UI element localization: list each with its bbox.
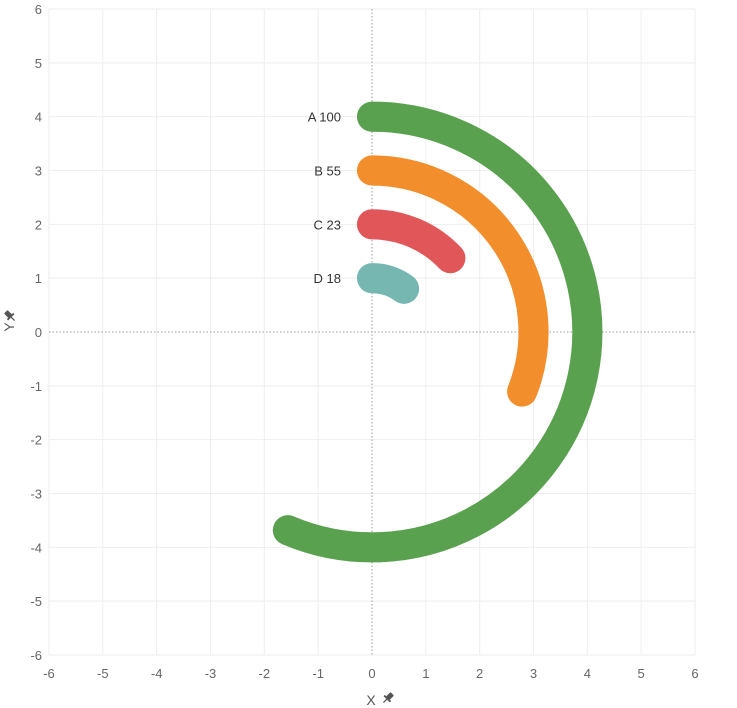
bar-labels: A 100 B 55 C 23 D 18 xyxy=(308,110,341,286)
y-tick-label: 6 xyxy=(35,2,42,17)
x-tick-label: 0 xyxy=(368,666,375,681)
x-tick-label: 2 xyxy=(476,666,483,681)
y-tick-label: -3 xyxy=(30,487,42,502)
arc-bar-d[interactable] xyxy=(356,263,420,304)
y-tick-label: -2 xyxy=(30,433,42,448)
x-tick-label: -4 xyxy=(151,666,163,681)
x-axis-pin-icon[interactable] xyxy=(380,691,395,706)
x-tick-label: -2 xyxy=(259,666,271,681)
arc-bars xyxy=(272,101,603,563)
bar-label-d: D 18 xyxy=(314,271,341,286)
y-tick-label: -6 xyxy=(30,648,42,663)
y-axis-ticks: 6 5 4 3 2 1 0 -1 -2 -3 -4 -5 -6 xyxy=(30,2,42,663)
y-tick-label: 0 xyxy=(35,325,42,340)
y-tick-label: -5 xyxy=(30,594,42,609)
x-tick-label: -5 xyxy=(97,666,109,681)
x-tick-label: -3 xyxy=(205,666,217,681)
zero-lines xyxy=(49,9,695,655)
x-tick-label: -1 xyxy=(312,666,324,681)
y-tick-label: -4 xyxy=(30,540,42,555)
y-tick-label: 3 xyxy=(35,164,42,179)
y-tick-label: -1 xyxy=(30,379,42,394)
bar-label-a: A 100 xyxy=(308,110,341,125)
x-tick-label: 1 xyxy=(422,666,429,681)
x-tick-label: -6 xyxy=(43,666,55,681)
x-tick-label: 5 xyxy=(638,666,645,681)
x-tick-label: 4 xyxy=(584,666,591,681)
y-axis-title-group[interactable]: Y xyxy=(1,309,18,332)
x-axis-title-group[interactable]: X xyxy=(366,691,395,708)
y-axis-pin-icon[interactable] xyxy=(3,309,18,324)
y-tick-label: 2 xyxy=(35,217,42,232)
bar-label-b: B 55 xyxy=(314,164,341,179)
y-axis-title[interactable]: Y xyxy=(1,322,17,332)
x-tick-label: 3 xyxy=(530,666,537,681)
x-axis-ticks: -6 -5 -4 -3 -2 -1 0 1 2 3 4 5 6 xyxy=(43,666,698,681)
x-axis-title[interactable]: X xyxy=(366,692,376,708)
arc-bar-a[interactable] xyxy=(272,101,603,563)
y-tick-label: 1 xyxy=(35,271,42,286)
y-tick-label: 5 xyxy=(35,56,42,71)
bar-label-c: C 23 xyxy=(314,217,341,232)
y-tick-label: 4 xyxy=(35,110,42,125)
arc-bar-b[interactable] xyxy=(356,155,549,407)
arc-bar-c[interactable] xyxy=(356,209,466,274)
x-tick-label: 6 xyxy=(691,666,698,681)
